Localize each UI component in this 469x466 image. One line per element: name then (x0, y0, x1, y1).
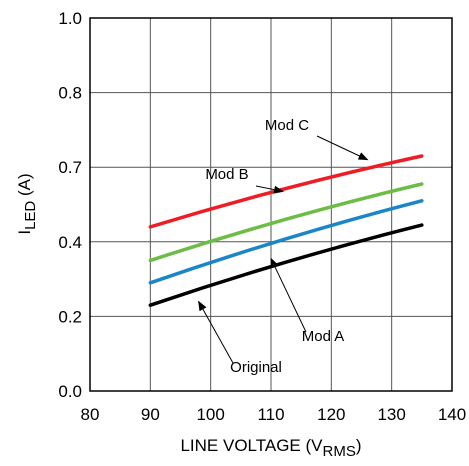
annotations: Mod C Mod B Mod A Original (198, 117, 369, 376)
series-line-original (148, 223, 424, 307)
x-axis-title: LINE VOLTAGE (VRMS) (180, 436, 361, 460)
y-tick-label: 0.7 (58, 158, 82, 177)
annotation-label: Mod C (265, 117, 309, 134)
series-line-mod-a (148, 199, 424, 285)
x-tick-label: 140 (438, 405, 466, 424)
x-tick-label: 130 (377, 405, 405, 424)
annotation-label: Original (230, 359, 282, 376)
y-axis-title: ILED (A) (15, 173, 39, 234)
annotation-arrow (198, 300, 234, 364)
plot-frame (89, 17, 453, 392)
y-tick-labels: 0.0 0.2 0.4 0.7 0.8 1.0 (58, 9, 82, 401)
annotation-arrow (255, 185, 285, 194)
y-tick-label: 0.4 (58, 233, 82, 252)
y-tick-label: 1.0 (58, 9, 82, 28)
series-lines (148, 154, 424, 307)
annotation-arrow (316, 135, 369, 161)
series-line-mod-b (148, 182, 424, 263)
x-tick-label: 120 (317, 405, 345, 424)
series-line-mod-c (148, 154, 424, 229)
annotation-arrow (270, 257, 307, 333)
annotation-label: Mod A (302, 328, 345, 345)
y-tick-label: 0.0 (58, 382, 82, 401)
y-tick-label: 0.2 (58, 307, 82, 326)
x-tick-label: 100 (196, 405, 224, 424)
grid (90, 18, 452, 391)
annotation-label: Mod B (205, 166, 248, 183)
y-tick-label: 0.8 (58, 84, 82, 103)
x-tick-label: 110 (257, 405, 284, 424)
x-tick-label: 90 (141, 405, 160, 424)
x-tick-labels: 80 90 100 110 120 130 140 (81, 405, 467, 424)
x-tick-label: 80 (81, 405, 100, 424)
